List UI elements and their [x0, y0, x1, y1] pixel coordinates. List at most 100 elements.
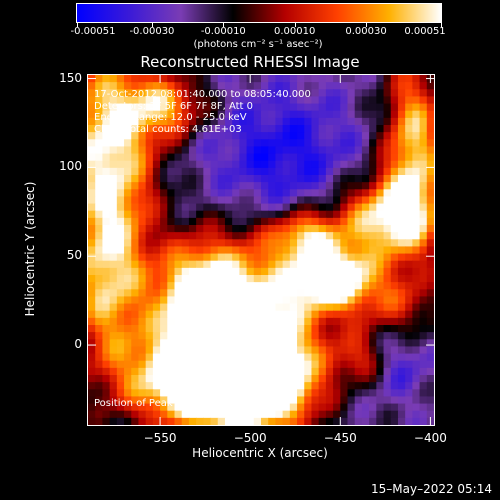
- heatmap-cell: [261, 125, 269, 133]
- heatmap-cell: [88, 196, 96, 205]
- heatmap-cell: [405, 367, 413, 376]
- heatmap-cell: [419, 96, 428, 105]
- heatmap-cell: [95, 332, 104, 340]
- heatmap-cell: [210, 117, 219, 126]
- heatmap-cell: [376, 125, 385, 133]
- heatmap-cell: [253, 267, 262, 276]
- heatmap-cell: [232, 403, 240, 412]
- heatmap-cell: [217, 375, 226, 383]
- heatmap-cell: [426, 296, 434, 305]
- heatmap-cell: [102, 182, 111, 190]
- heatmap-cell: [224, 353, 233, 362]
- heatmap-cell: [167, 339, 176, 348]
- heatmap-cell: [325, 175, 334, 183]
- heatmap-cell: [333, 260, 341, 269]
- heatmap-cell: [246, 210, 255, 219]
- heatmap-cell: [390, 89, 399, 98]
- heatmap-cell: [390, 303, 399, 312]
- heatmap-cell: [347, 317, 356, 326]
- heatmap-cell: [311, 253, 320, 262]
- heatmap-cell: [347, 196, 356, 205]
- heatmap-cell: [152, 196, 161, 205]
- heatmap-cell: [224, 139, 233, 148]
- heatmap-cell: [203, 89, 212, 98]
- heatmap-cell: [95, 75, 104, 83]
- heatmap-cell: [188, 103, 197, 112]
- heatmap-cell: [354, 110, 363, 119]
- heatmap-cell: [232, 175, 240, 183]
- heatmap-cell: [297, 189, 305, 198]
- heatmap-cell: [239, 346, 248, 355]
- heatmap-cell: [361, 110, 370, 119]
- heatmap-cell: [196, 189, 204, 198]
- heatmap-cell: [95, 217, 104, 226]
- heatmap-cell: [383, 153, 392, 162]
- heatmap-cell: [145, 253, 154, 262]
- colorbar: [76, 3, 442, 23]
- heatmap-cell: [405, 89, 413, 98]
- heatmap-cell: [102, 375, 111, 383]
- heatmap-cell: [304, 96, 313, 105]
- heatmap-cell: [275, 260, 284, 269]
- heatmap-cell: [138, 175, 147, 183]
- heatmap-cell: [426, 360, 434, 369]
- heatmap-cell: [419, 189, 428, 198]
- heatmap-cell: [268, 210, 277, 219]
- heatmap-cell: [124, 267, 132, 276]
- heatmap-cell: [390, 353, 399, 362]
- heatmap-cell: [297, 325, 305, 333]
- heatmap-cell: [95, 189, 104, 198]
- heatmap-cell: [304, 182, 313, 190]
- heatmap-cell: [160, 232, 168, 240]
- heatmap-cell: [203, 396, 212, 405]
- heatmap-cell: [253, 132, 262, 140]
- heatmap-cell: [109, 367, 118, 376]
- heatmap-cell: [253, 96, 262, 105]
- heatmap-cell: [239, 282, 248, 290]
- heatmap-cell: [376, 132, 385, 140]
- heatmap-cell: [181, 175, 190, 183]
- heatmap-cell: [297, 267, 305, 276]
- heatmap-cell: [152, 117, 161, 126]
- heatmap-cell: [369, 389, 377, 398]
- heatmap-cell: [282, 260, 291, 269]
- heatmap-cell: [116, 96, 125, 105]
- heatmap-cell: [217, 175, 226, 183]
- heatmap-cell: [412, 396, 421, 405]
- heatmap-cell: [174, 153, 183, 162]
- heatmap-cell: [311, 210, 320, 219]
- heatmap-cell: [289, 410, 298, 419]
- heatmap-cell: [304, 310, 313, 319]
- heatmap-cell: [318, 346, 327, 355]
- heatmap-cell: [174, 75, 183, 83]
- heatmap-cell: [138, 296, 147, 305]
- heatmap-cell: [188, 82, 197, 90]
- heatmap-cell: [412, 260, 421, 269]
- heatmap-cell: [376, 360, 385, 369]
- heatmap-cell: [188, 203, 197, 212]
- heatmap-cell: [203, 346, 212, 355]
- heatmap-cell: [340, 275, 349, 283]
- heatmap-cell: [102, 396, 111, 405]
- heatmap-cell: [354, 296, 363, 305]
- heatmap-cell: [318, 282, 327, 290]
- heatmap-cell: [181, 353, 190, 362]
- heatmap-cell: [224, 146, 233, 155]
- heatmap-cell: [181, 203, 190, 212]
- heatmap-cell: [426, 110, 434, 119]
- heatmap-cell: [95, 89, 104, 98]
- heatmap-cell: [261, 239, 269, 248]
- heatmap-cell: [297, 367, 305, 376]
- heatmap-cell: [261, 232, 269, 240]
- heatmap-cell: [224, 196, 233, 205]
- heatmap-cell: [412, 253, 421, 262]
- y-tick-label: 100: [59, 159, 82, 174]
- heatmap-cell: [145, 232, 154, 240]
- heatmap-cell: [325, 339, 334, 348]
- heatmap-cell: [325, 403, 334, 412]
- heatmap-cell: [333, 117, 341, 126]
- heatmap-cell: [289, 232, 298, 240]
- heatmap-cell: [88, 317, 96, 326]
- heatmap-cell: [88, 125, 96, 133]
- heatmap-cell: [203, 389, 212, 398]
